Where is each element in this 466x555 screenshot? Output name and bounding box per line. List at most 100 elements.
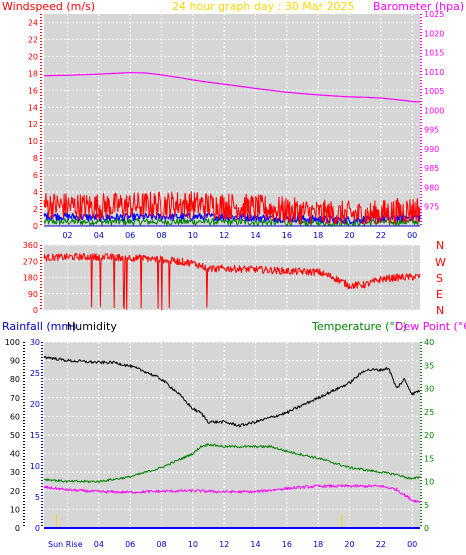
temperature-tick-label: 15 <box>424 454 434 463</box>
x-tick-label-top: 08 <box>156 231 166 240</box>
humidity-tick-label: 0 <box>15 524 20 533</box>
windspeed-tick-label: 6 <box>33 171 38 180</box>
x-tick-label-top: 04 <box>94 231 104 240</box>
humidity-tick-label: 40 <box>10 450 20 459</box>
windspeed-tick-label: 4 <box>33 188 38 197</box>
humidity-tick-label: 30 <box>10 468 20 477</box>
direction-tick-label: 270 <box>23 257 38 266</box>
barometer-tick-label: 1005 <box>424 87 444 96</box>
x-tick-label-bottom: 08 <box>156 540 166 549</box>
direction-tick-label: 180 <box>23 274 38 283</box>
wind-gust-series <box>43 191 421 224</box>
x-tick-label-bottom: 16 <box>282 540 292 549</box>
tick-labels: 02 04040606080810101212141416161818202022… <box>5 10 445 549</box>
direction-tick-label: 0 <box>33 306 38 315</box>
barometer-tick-label: 1015 <box>424 49 444 58</box>
barometer-tick-label: 1000 <box>424 106 444 115</box>
direction-label-s: S <box>436 272 443 285</box>
barometer-tick-label: 990 <box>424 145 439 154</box>
temperature-tick-label: 10 <box>424 478 434 487</box>
x-tick-label-bottom: 22 <box>376 540 386 549</box>
x-tick-label-top: 00 <box>407 231 417 240</box>
humidity-series <box>43 355 421 428</box>
windspeed-tick-label: 0 <box>33 222 38 231</box>
rainfall-tick-label: 5 <box>35 493 40 502</box>
axes <box>23 14 422 529</box>
x-tick-label-top: 14 <box>250 231 260 240</box>
temperature-tick-label: 20 <box>424 431 434 440</box>
sunrise-label: Sun Rise <box>48 540 83 549</box>
windspeed-tick-label: 10 <box>28 137 38 146</box>
rainfall-axis-title: Rainfall (mm) <box>2 320 76 333</box>
windspeed-tick-label: 16 <box>28 86 38 95</box>
barometer-tick-label: 985 <box>424 164 439 173</box>
barometer-tick-label: 1025 <box>424 10 444 19</box>
temperature-tick-label: 35 <box>424 361 434 370</box>
direction-label-e: E <box>436 288 443 301</box>
temperature-tick-label: 25 <box>424 408 434 417</box>
x-tick-label-bottom: 14 <box>250 540 260 549</box>
direction-label-n-bottom: N <box>436 304 444 317</box>
x-tick-label-top: 18 <box>313 231 323 240</box>
x-tick-label-bottom: 06 <box>125 540 135 549</box>
direction-tick-label: 90 <box>28 290 38 299</box>
direction-tick-label: 360 <box>23 241 38 250</box>
x-tick-label-top: 22 <box>376 231 386 240</box>
x-tick-label-bottom: 20 <box>344 540 354 549</box>
rainfall-tick-label: 30 <box>30 338 40 347</box>
humidity-tick-label: 10 <box>10 505 20 514</box>
x-tick-label-top: 02 <box>62 231 72 240</box>
windspeed-tick-label: 2 <box>33 205 38 214</box>
windspeed-tick-label: 8 <box>33 154 38 163</box>
rainfall-tick-label: 0 <box>35 524 40 533</box>
x-tick-label-bottom: 04 <box>94 540 104 549</box>
rainfall-tick-label: 15 <box>30 431 40 440</box>
windspeed-tick-label: 14 <box>28 103 38 112</box>
humidity-tick-label: 60 <box>10 412 20 421</box>
dewpoint-axis-title: Dew Point (°C) <box>395 320 466 333</box>
x-tick-label-top: 12 <box>219 231 229 240</box>
barometer-tick-label: 1010 <box>424 68 444 77</box>
humidity-tick-label: 70 <box>10 394 20 403</box>
direction-label-n-top: N <box>436 239 444 252</box>
temperature-tick-label: 0 <box>424 524 429 533</box>
wind-average-series <box>43 212 421 225</box>
barometer-tick-label: 995 <box>424 126 439 135</box>
rainfall-tick-label: 20 <box>30 400 40 409</box>
windspeed-tick-label: 22 <box>28 35 38 44</box>
windspeed-axis-title: Windspeed (m/s) <box>2 0 95 13</box>
barometer-tick-label: 975 <box>424 203 439 212</box>
barometer-axis-title: Barometer (hpa) <box>373 0 464 13</box>
windspeed-tick-label: 24 <box>28 18 38 27</box>
windspeed-tick-label: 18 <box>28 69 38 78</box>
direction-label-w: W <box>435 256 446 269</box>
humidity-tick-label: 20 <box>10 487 20 496</box>
series-lines <box>43 71 421 529</box>
rainfall-tick-label: 25 <box>30 369 40 378</box>
barometer-tick-label: 980 <box>424 183 439 192</box>
x-tick-label-bottom: 00 <box>407 540 417 549</box>
humidity-axis-title: Humidity <box>67 320 117 333</box>
windspeed-tick-label: 20 <box>28 52 38 61</box>
x-tick-label-bottom: 18 <box>313 540 323 549</box>
humidity-tick-label: 100 <box>5 338 20 347</box>
humidity-tick-label: 50 <box>10 431 20 440</box>
barometer-tick-label: 1020 <box>424 29 444 38</box>
x-tick-label-bottom: 12 <box>219 540 229 549</box>
x-tick-label-top: 16 <box>282 231 292 240</box>
humidity-tick-label: 80 <box>10 375 20 384</box>
temperature-tick-label: 40 <box>424 338 434 347</box>
temperature-series <box>43 443 421 483</box>
x-tick-label-top: 20 <box>344 231 354 240</box>
windspeed-tick-label: 12 <box>28 120 38 129</box>
x-tick-label-bottom: 10 <box>188 540 198 549</box>
wind-panel-bg <box>44 14 420 226</box>
temperature-axis-title: Temperature (°C) <box>311 320 407 333</box>
dewpoint-series <box>43 484 421 504</box>
x-tick-label-top: 06 <box>125 231 135 240</box>
rainfall-tick-label: 10 <box>30 462 40 471</box>
x-tick-label-top: 10 <box>188 231 198 240</box>
graph-title: 24 hour graph day : 30 Mar 2025 <box>172 0 355 13</box>
